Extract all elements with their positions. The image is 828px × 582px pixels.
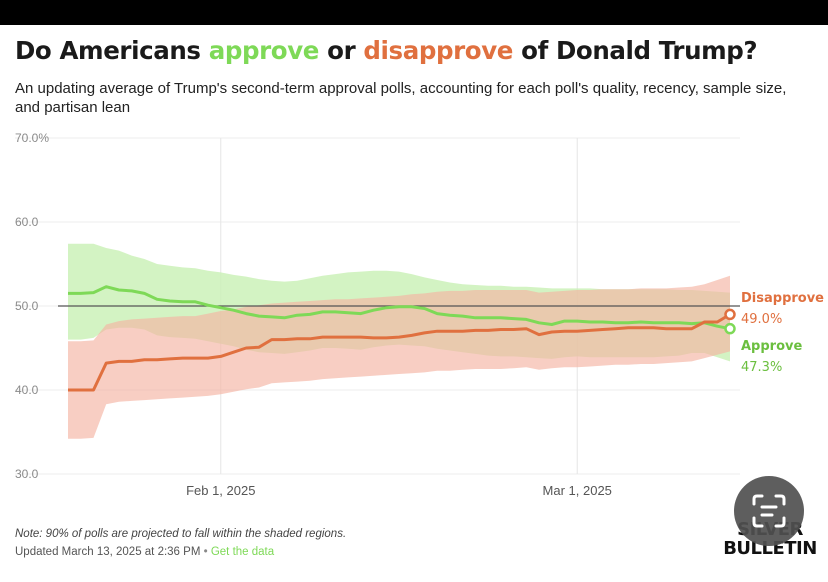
visual-search-icon [752,494,786,528]
chart-note: Note: 90% of polls are projected to fall… [15,528,347,540]
approve-line [68,285,731,331]
title-suffix: of Donald Trump? [513,36,758,65]
x-tick-label: Feb 1, 2025 [186,483,255,498]
disapprove-range-band [68,275,730,439]
approve-end-point [724,322,736,335]
disapprove-line [68,313,731,392]
title-disapprove-word: disapprove [363,36,514,65]
y-tick-label: 30.0 [15,467,39,481]
updated-timestamp: Updated March 13, 2025 at 2:36 PM [15,546,201,558]
logo-line-2: BULLETIN [723,538,817,559]
y-tick-label: 70.0% [15,131,49,145]
y-tick-label: 40.0 [15,383,39,397]
chart-title: Do Americans approve or disapprove of Do… [15,36,758,65]
disapprove-end-point [724,308,736,321]
approve-final-value: 47.3% [741,360,782,375]
get-data-link[interactable]: Get the data [210,546,275,558]
title-middle: or [319,36,364,65]
approve-legend-label: Approve [741,339,802,354]
y-tick-label: 50.0 [15,299,39,313]
x-tick-label: Mar 1, 2025 [543,483,612,498]
approval-chart: 30.0 40.0 50.0 60.0 70.0% Feb 1, 2025 Mar 1, 2… [15,131,824,498]
chart-subtitle: An updating average of Trump's second-te… [15,80,787,116]
top-black-bar [0,0,828,25]
disapprove-legend-label: Disapprove [741,291,824,306]
disapprove-final-value: 49.0% [741,312,782,327]
y-tick-label: 60.0 [15,215,39,229]
title-prefix: Do Americans [15,36,209,65]
updated-line: Updated March 13, 2025 at 2:36 PM • Get … [15,546,274,558]
updated-separator: • [203,546,208,558]
visual-search-button[interactable] [734,476,804,546]
title-approve-word: approve [208,36,320,65]
